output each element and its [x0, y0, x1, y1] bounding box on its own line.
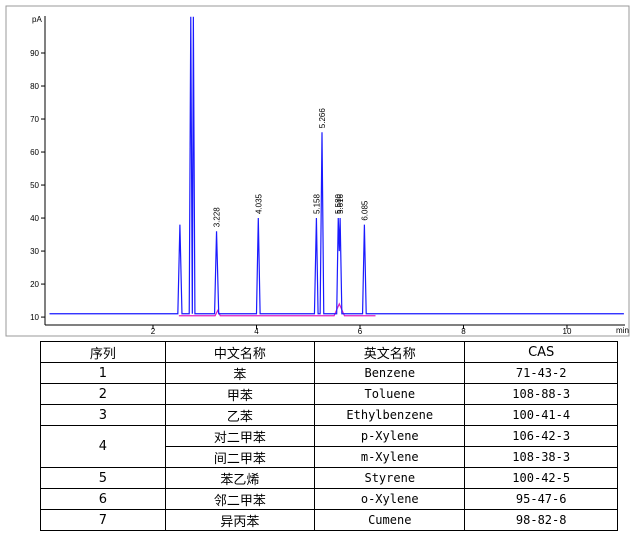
y-tick-label: 40 [30, 214, 39, 223]
header-cell: 序列 [40, 341, 166, 363]
y-axis-label: pA [32, 15, 42, 24]
peak-label: 5.580 [334, 193, 343, 214]
number-cell: 4 [40, 425, 166, 468]
x-tick-label: 8 [461, 327, 466, 336]
peak-label: 3.228 [213, 207, 222, 228]
plot-area [49, 16, 624, 317]
peak-label: 5.266 [318, 108, 327, 129]
table-row: 2 甲苯 Toluene 108-88-3 [40, 383, 618, 405]
x-tick-label: 10 [563, 327, 572, 336]
y-tick-label: 50 [30, 181, 39, 190]
peak-label: 5.616 [336, 193, 345, 214]
cas-number: 95-47-6 [464, 488, 618, 510]
cas-number: 108-88-3 [464, 383, 618, 405]
number-cell: 7 [40, 509, 166, 531]
english-name: o-Xylene [314, 488, 466, 510]
y-tick-label: 80 [30, 82, 39, 91]
chinese-name: 对二甲苯 [164, 425, 316, 447]
header-cell: 中文名称 [164, 341, 316, 363]
english-name: Benzene [314, 362, 466, 384]
peak-label: 6.085 [360, 200, 369, 221]
peak-label: 4.035 [254, 193, 263, 214]
chinese-name: 乙苯 [164, 404, 316, 426]
chinese-name: 苯乙烯 [164, 467, 316, 489]
english-name: Ethylbenzene [314, 404, 466, 426]
cas-number: 98-82-8 [464, 509, 618, 531]
x-tick-label: 6 [358, 327, 363, 336]
number-cell: 3 [40, 404, 166, 426]
english-name: m-Xylene [314, 446, 466, 468]
cas-number: 100-41-4 [464, 404, 618, 426]
header-cell: CAS [464, 341, 618, 363]
y-tick-label: 60 [30, 148, 39, 157]
table-row: 1 苯 Benzene 71-43-2 [40, 362, 618, 384]
number-cell: 1 [40, 362, 166, 384]
chinese-name: 间二甲苯 [164, 446, 316, 468]
chinese-name: 甲苯 [164, 383, 316, 405]
chinese-name: 苯 [164, 362, 316, 384]
x-axis-label: min [616, 326, 629, 335]
english-name: Styrene [314, 467, 466, 489]
chart-frame [5, 5, 630, 337]
cas-number: 71-43-2 [464, 362, 618, 384]
table-row: 7 异丙苯 Cumene 98-82-8 [40, 509, 618, 531]
english-name: Cumene [314, 509, 466, 531]
y-tick-label: 90 [30, 49, 39, 58]
x-tick-label: 4 [254, 327, 259, 336]
chinese-name: 邻二甲苯 [164, 488, 316, 510]
y-tick-label: 10 [30, 313, 39, 322]
cas-number: 106-42-3 [464, 425, 618, 447]
header-cell: 英文名称 [314, 341, 466, 363]
english-name: Toluene [314, 383, 466, 405]
x-tick-label: 2 [151, 327, 156, 336]
series-line [49, 16, 624, 315]
chinese-name: 异丙苯 [164, 509, 316, 531]
table: 序列 中文名称 英文名称 CAS 1 苯 Benzene 71-43-2 2 甲苯 Toluene 1… [40, 341, 618, 531]
y-tick-label: 30 [30, 247, 39, 256]
cas-number: 108-38-3 [464, 446, 618, 468]
number-cell: 2 [40, 383, 166, 405]
table-row: 3 乙苯 Ethylbenzene 100-41-4 [40, 404, 618, 426]
y-tick-label: 70 [30, 115, 39, 124]
header-row: 序列 中文名称 英文名称 CAS [40, 341, 618, 363]
table-row: 5 苯乙烯 Styrene 100-42-5 [40, 467, 618, 489]
english-name: p-Xylene [314, 425, 466, 447]
chart: pA min 10 20 30 40 50 60 70 80 90 2 4 6 8 10 3.228 4.03… [5, 5, 630, 337]
cas-number: 100-42-5 [464, 467, 618, 489]
peak-label: 5.158 [312, 193, 321, 214]
table-row: 4 对二甲苯 p-Xylene 106-42-3 [40, 425, 618, 468]
table-row: 6 邻二甲苯 o-Xylene 95-47-6 [40, 488, 618, 510]
number-cell: 6 [40, 488, 166, 510]
number-cell: 5 [40, 467, 166, 489]
y-tick-label: 20 [30, 280, 39, 289]
